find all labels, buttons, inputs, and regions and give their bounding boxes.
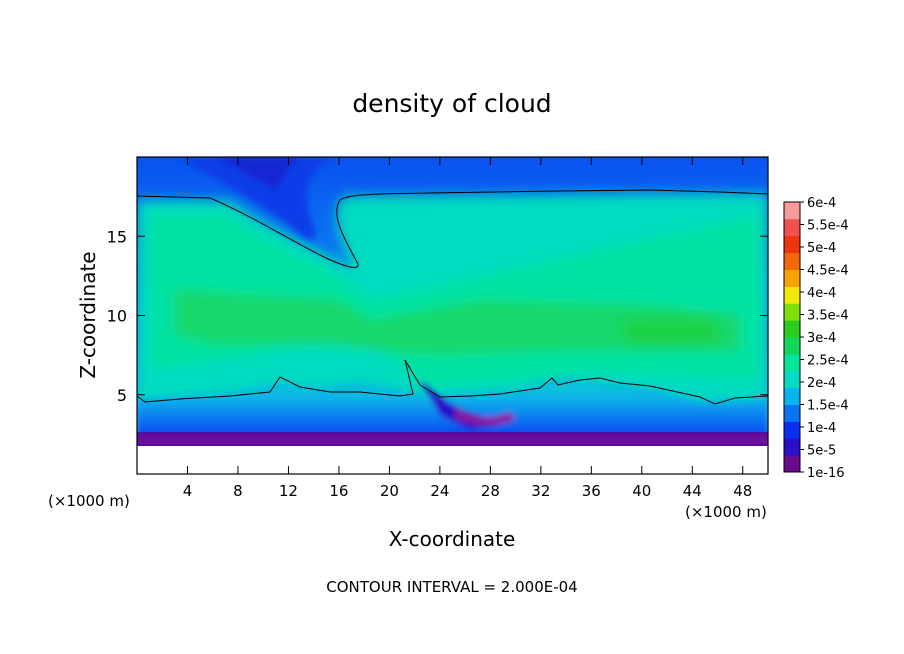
colorbar-label: 2e-4 — [807, 376, 836, 391]
y-tick-label: 10 — [107, 307, 127, 326]
colorbar-label: 4e-4 — [807, 286, 836, 301]
colorbar-swatch — [784, 421, 800, 439]
colorbar-swatch — [784, 320, 800, 338]
colorbar-label: 6e-4 — [807, 196, 836, 211]
y-tick-label: 15 — [107, 227, 127, 246]
colorbar-label: 1e-16 — [807, 466, 845, 481]
colorbar-swatch — [784, 387, 800, 405]
colorbar-label: 5e-5 — [807, 444, 836, 459]
colorbar: 1e-16 5e-5 1e-4 1.5e-4 2e-4 2.5e-4 3e-4 3.5e-4 4… — [783, 196, 849, 481]
x-tick-label: 12 — [279, 482, 298, 500]
colorbar-swatch — [784, 252, 800, 270]
colorbar-label: 1.5e-4 — [807, 399, 849, 414]
colorbar-swatch — [784, 404, 800, 422]
x-unit-label: (×1000 m) — [685, 503, 767, 521]
colorbar-label: 1e-4 — [807, 421, 836, 436]
y-tick-label: 5 — [117, 386, 127, 405]
colorbar-label: 3e-4 — [807, 331, 836, 346]
contour-interval-note: CONTOUR INTERVAL = 2.000E-04 — [326, 578, 577, 596]
x-tick-label: 32 — [531, 482, 550, 500]
colorbar-swatch — [784, 218, 800, 237]
x-tick-label: 44 — [683, 482, 702, 500]
x-tick-label: 48 — [733, 482, 752, 500]
colorbar-label: 4.5e-4 — [807, 264, 849, 279]
x-tick-label: 24 — [430, 482, 449, 500]
y-unit-label: (×1000 m) — [48, 492, 130, 510]
colorbar-swatch — [784, 438, 800, 456]
colorbar-swatch — [784, 353, 800, 372]
colorbar-swatch — [784, 202, 800, 220]
x-tick-label: 16 — [329, 482, 348, 500]
colorbar-label: 5.5e-4 — [807, 219, 849, 234]
colorbar-swatch — [784, 286, 800, 304]
colorbar-label: 2.5e-4 — [807, 354, 849, 369]
y-axis-label: Z-coordinate — [76, 251, 100, 378]
colorbar-label: 5e-4 — [807, 241, 836, 256]
x-tick-label: 4 — [183, 482, 193, 500]
heatmap-field — [137, 157, 768, 474]
colorbar-swatch — [784, 269, 800, 287]
y-axis-ticks: 5 10 15 — [107, 227, 768, 405]
colorbar-label: 3.5e-4 — [807, 309, 849, 324]
colorbar-swatch — [784, 337, 800, 355]
colorbar-swatch — [784, 303, 800, 321]
x-axis-ticks: 4 8 12 16 20 24 28 32 36 40 44 48 — [183, 157, 752, 500]
x-tick-label: 8 — [233, 482, 243, 500]
x-tick-label: 28 — [481, 482, 500, 500]
colorbar-swatch — [784, 370, 800, 389]
x-tick-label: 40 — [632, 482, 651, 500]
colorbar-swatch — [784, 235, 800, 254]
chart-title: density of cloud — [352, 89, 551, 118]
x-tick-label: 36 — [582, 482, 601, 500]
contour-line — [137, 189, 768, 405]
x-axis-label: X-coordinate — [389, 527, 516, 551]
x-tick-label: 20 — [380, 482, 399, 500]
colorbar-swatch — [784, 455, 800, 473]
